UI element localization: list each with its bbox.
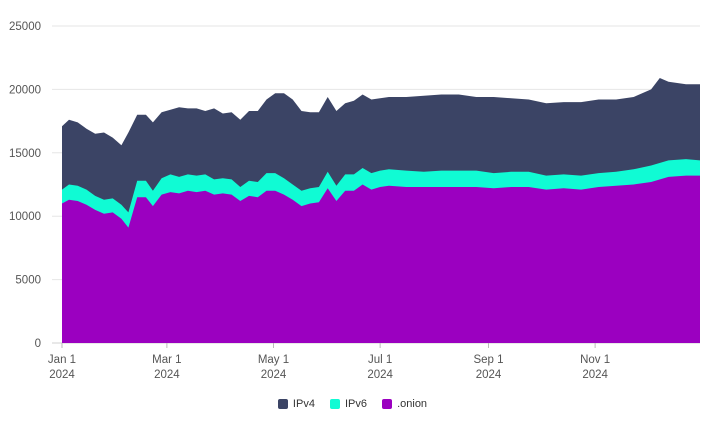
legend-label-onion: .onion [397, 398, 428, 410]
legend-swatch-ipv4 [277, 399, 288, 409]
x-tick-label: Jan 1 [48, 354, 76, 366]
x-tick-label: Sep 1 [473, 354, 503, 366]
y-tick-label: 20000 [9, 84, 41, 96]
legend-swatch-onion [382, 399, 393, 409]
legend-label-ipv6: IPv6 [345, 398, 368, 410]
x-axis: Jan 1 2024 Mar 1 2024 May 1 2024 Jul 1 2024 Sep … [48, 343, 610, 381]
legend-swatch-ipv6 [330, 399, 340, 409]
area-onion [62, 175, 700, 343]
x-tick-year-label: 2024 [367, 369, 393, 381]
x-tick-year-label: 2024 [582, 369, 608, 381]
y-tick-label: 25000 [9, 21, 41, 33]
x-tick-label: May 1 [258, 354, 289, 366]
area-series [62, 78, 700, 343]
legend-label-ipv4: IPv4 [292, 398, 315, 410]
legend: IPv4 IPv6 .onion [0, 398, 705, 412]
legend-item-ipv4[interactable]: IPv4 [277, 398, 315, 410]
x-tick-label: Nov 1 [580, 354, 610, 366]
y-tick-label: 15000 [9, 148, 41, 160]
x-tick-label: Jul 1 [368, 354, 392, 366]
y-tick-label: 5000 [15, 275, 41, 287]
legend-item-ipv6[interactable]: IPv6 [330, 398, 367, 410]
legend-item-onion[interactable]: .onion [382, 398, 427, 410]
x-tick-year-label: 2024 [49, 369, 75, 381]
y-tick-label: 10000 [9, 211, 41, 223]
x-tick-year-label: 2024 [154, 369, 180, 381]
y-axis: 0 5000 10000 15000 20000 25000 [9, 21, 41, 350]
y-tick-label: 0 [35, 338, 41, 350]
x-tick-label: Mar 1 [152, 354, 181, 366]
x-tick-year-label: 2024 [476, 369, 502, 381]
x-tick-year-label: 2024 [261, 369, 287, 381]
